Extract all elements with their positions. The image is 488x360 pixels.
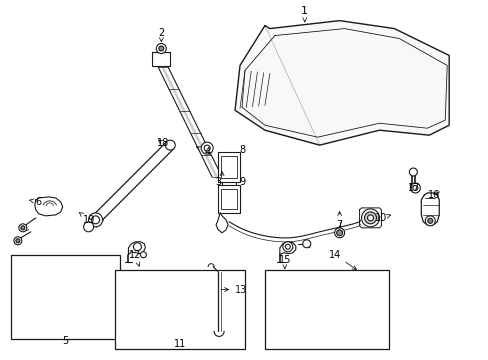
- Polygon shape: [279, 242, 295, 255]
- Circle shape: [91, 216, 100, 224]
- Text: 19: 19: [79, 212, 95, 225]
- Bar: [218, 152, 240, 182]
- Polygon shape: [359, 208, 381, 228]
- Circle shape: [156, 44, 166, 54]
- Bar: [221, 189, 237, 209]
- Circle shape: [140, 252, 146, 258]
- Circle shape: [14, 237, 22, 245]
- Circle shape: [282, 242, 292, 252]
- Polygon shape: [421, 193, 438, 225]
- Bar: [218, 185, 240, 213]
- Circle shape: [409, 183, 420, 193]
- Circle shape: [21, 226, 25, 230]
- Text: 6: 6: [30, 197, 42, 207]
- Circle shape: [302, 240, 310, 248]
- Text: 5: 5: [62, 336, 69, 346]
- Text: 12: 12: [129, 250, 142, 266]
- Polygon shape: [235, 21, 448, 145]
- Circle shape: [165, 140, 175, 150]
- Text: 15: 15: [278, 255, 290, 269]
- Bar: [264, 270, 388, 349]
- Circle shape: [361, 209, 379, 227]
- Text: 1: 1: [301, 6, 307, 22]
- Circle shape: [427, 219, 432, 223]
- Text: 7: 7: [336, 212, 342, 230]
- Bar: [115, 270, 244, 349]
- Circle shape: [336, 230, 342, 236]
- Circle shape: [334, 228, 344, 238]
- Text: 8: 8: [239, 145, 244, 155]
- Circle shape: [425, 216, 434, 226]
- Circle shape: [408, 168, 416, 176]
- Text: 2: 2: [158, 28, 164, 42]
- Circle shape: [201, 142, 213, 154]
- Circle shape: [159, 46, 163, 51]
- Text: 17: 17: [407, 183, 420, 193]
- Polygon shape: [35, 197, 62, 216]
- Circle shape: [367, 215, 373, 221]
- Text: 11: 11: [174, 339, 186, 349]
- Circle shape: [203, 145, 210, 151]
- Text: 10: 10: [375, 213, 390, 223]
- Circle shape: [285, 244, 290, 249]
- Circle shape: [19, 224, 27, 232]
- Polygon shape: [128, 242, 145, 255]
- Text: 9: 9: [239, 177, 244, 187]
- Text: 4: 4: [196, 147, 210, 157]
- Bar: [221, 156, 237, 178]
- Text: 18: 18: [157, 138, 169, 148]
- Circle shape: [412, 185, 417, 190]
- Bar: [152, 53, 170, 67]
- Text: 16: 16: [427, 190, 440, 200]
- Circle shape: [88, 213, 102, 227]
- Circle shape: [133, 243, 141, 251]
- Bar: [11, 255, 120, 339]
- Polygon shape: [216, 213, 227, 233]
- Text: 14: 14: [328, 250, 356, 270]
- Circle shape: [364, 212, 376, 224]
- Text: 3: 3: [215, 177, 221, 187]
- Circle shape: [83, 222, 93, 232]
- Text: 13: 13: [221, 284, 247, 294]
- Circle shape: [16, 239, 20, 243]
